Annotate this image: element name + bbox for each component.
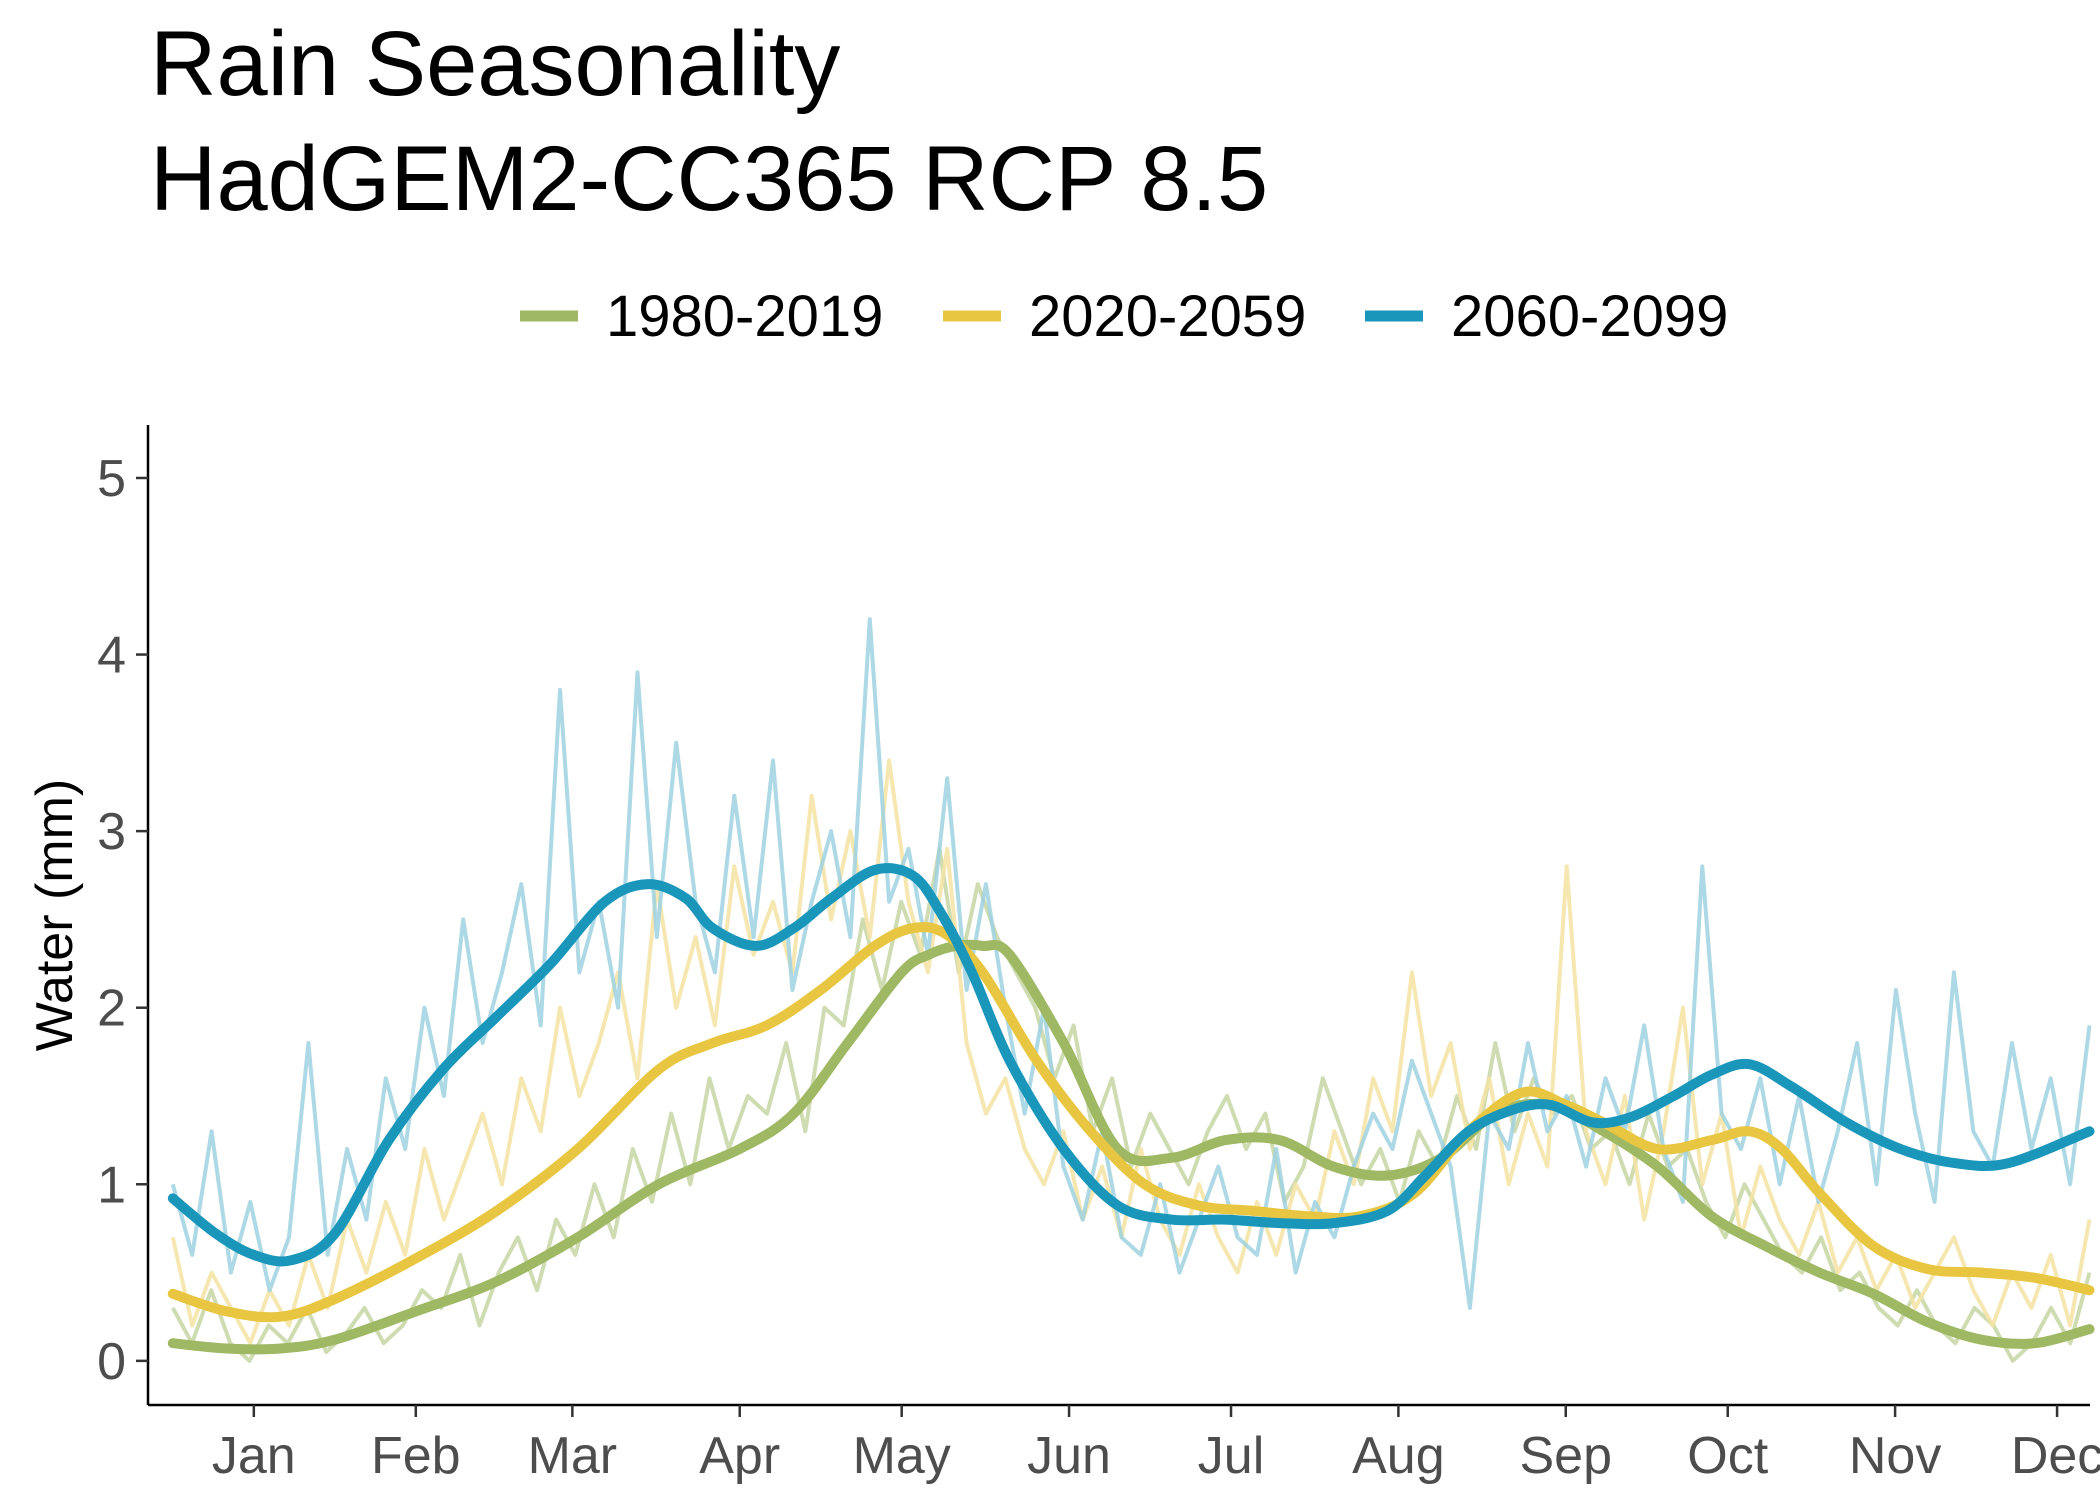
x-tick-label-jun: Jun xyxy=(1027,1427,1111,1485)
y-tick-label: 1 xyxy=(97,1156,126,1214)
y-tick-label: 5 xyxy=(97,450,126,508)
legend-label-1980-2019: 1980-2019 xyxy=(606,284,883,349)
axes xyxy=(146,425,2090,1407)
x-tick-label-jul: Jul xyxy=(1198,1427,1264,1485)
y-axis-title: Water (mm) xyxy=(26,779,84,1051)
x-tick-label-jan: Jan xyxy=(212,1427,296,1485)
x-tick-label-apr: Apr xyxy=(699,1427,780,1485)
chart-title-line-1: Rain Seasonality xyxy=(150,13,840,115)
y-tick-label: 4 xyxy=(97,627,126,685)
legend-label-2060-2099: 2060-2099 xyxy=(1451,284,1728,349)
y-tick-label: 0 xyxy=(97,1333,126,1391)
x-tick-label-dec: Dec xyxy=(2011,1427,2100,1485)
y-tick-label: 3 xyxy=(97,803,126,861)
raw-line-1980-2019 xyxy=(171,846,2092,1363)
chart-title-line-2: HadGEM2-CC365 RCP 8.5 xyxy=(150,128,1268,230)
y-ticks: 0 1 2 3 4 5 xyxy=(97,450,148,1391)
smooth-line-2060-2099 xyxy=(167,863,2095,1267)
smooth-line-1980-2019 xyxy=(167,939,2095,1355)
x-ticks: Jan Feb Mar Apr May Jun Jul Aug Sep Oct Nov Dec xyxy=(212,1405,2100,1485)
smooth-line-2020-2059 xyxy=(167,922,2095,1323)
legend-label-2020-2059: 2020-2059 xyxy=(1029,284,1306,349)
x-tick-label-nov: Nov xyxy=(1849,1427,1941,1485)
x-tick-label-aug: Aug xyxy=(1352,1427,1445,1485)
x-tick-label-sep: Sep xyxy=(1519,1427,1612,1485)
x-tick-label-mar: Mar xyxy=(528,1427,618,1485)
x-tick-label-oct: Oct xyxy=(1687,1427,1768,1485)
legend: 1980-2019 2020-2059 2060-2099 xyxy=(520,284,1728,349)
smoothed-lines xyxy=(167,863,2095,1355)
x-tick-label-may: May xyxy=(853,1427,951,1485)
x-tick-label-feb: Feb xyxy=(371,1427,461,1485)
raw-line-2060-2099 xyxy=(170,617,2092,1310)
y-tick-label: 2 xyxy=(97,980,126,1038)
raw-daily-lines xyxy=(170,617,2092,1363)
raw-line-2020-2059 xyxy=(170,758,2092,1346)
